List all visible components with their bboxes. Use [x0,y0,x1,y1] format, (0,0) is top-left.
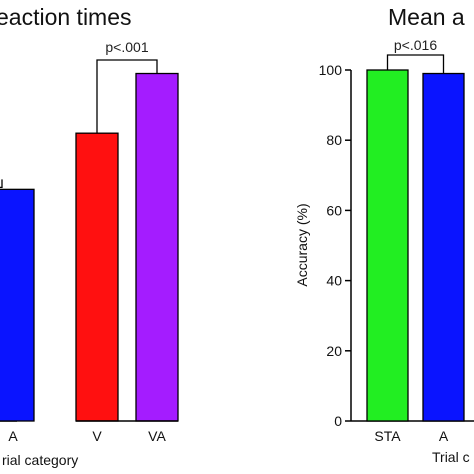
left-significance: p<.001 [0,39,158,188]
significance-bracket [386,54,445,74]
category-label-v: V [92,428,102,444]
bar-va [135,72,179,422]
bar-sta [366,69,409,422]
left-x-axis-label: rial category [2,452,78,468]
category-label-sta: STA [374,428,401,444]
left-panel: eaction times A V VA p<.001 rial category [0,4,179,468]
y-tick-label-100: 100 [319,62,343,78]
category-label-a: A [8,428,18,444]
significance-label: p<.001 [105,39,148,55]
y-tick-label-60: 60 [326,202,342,218]
bar-a [422,72,465,422]
y-tick-label-20: 20 [326,343,342,359]
right-bars [366,69,465,422]
y-tick-label-0: 0 [334,413,342,429]
significance-bracket [96,59,158,134]
right-x-axis-label: Trial c [432,449,470,465]
left-bars [0,72,179,422]
left-category-labels: A V VA [8,428,166,444]
bar-v [75,132,119,422]
left-partial-bracket [0,179,3,188]
right-significance: p<.016 [386,37,445,74]
right-y-axis: 0 20 40 60 80 100 [319,62,474,429]
y-tick-label-80: 80 [326,132,342,148]
category-label-va: VA [148,428,166,444]
right-panel: Mean a 0 20 40 60 80 100 STA A p<.016 Accuracy… [294,4,474,465]
right-y-axis-label: Accuracy (%) [294,203,310,286]
left-chart-title: eaction times [0,4,132,30]
significance-label: p<.016 [394,37,437,53]
right-category-labels: STA A [374,428,448,444]
right-chart-title: Mean a [388,4,465,30]
y-tick-label-40: 40 [326,273,342,289]
category-label-a: A [439,428,449,444]
bar-a [0,188,35,422]
